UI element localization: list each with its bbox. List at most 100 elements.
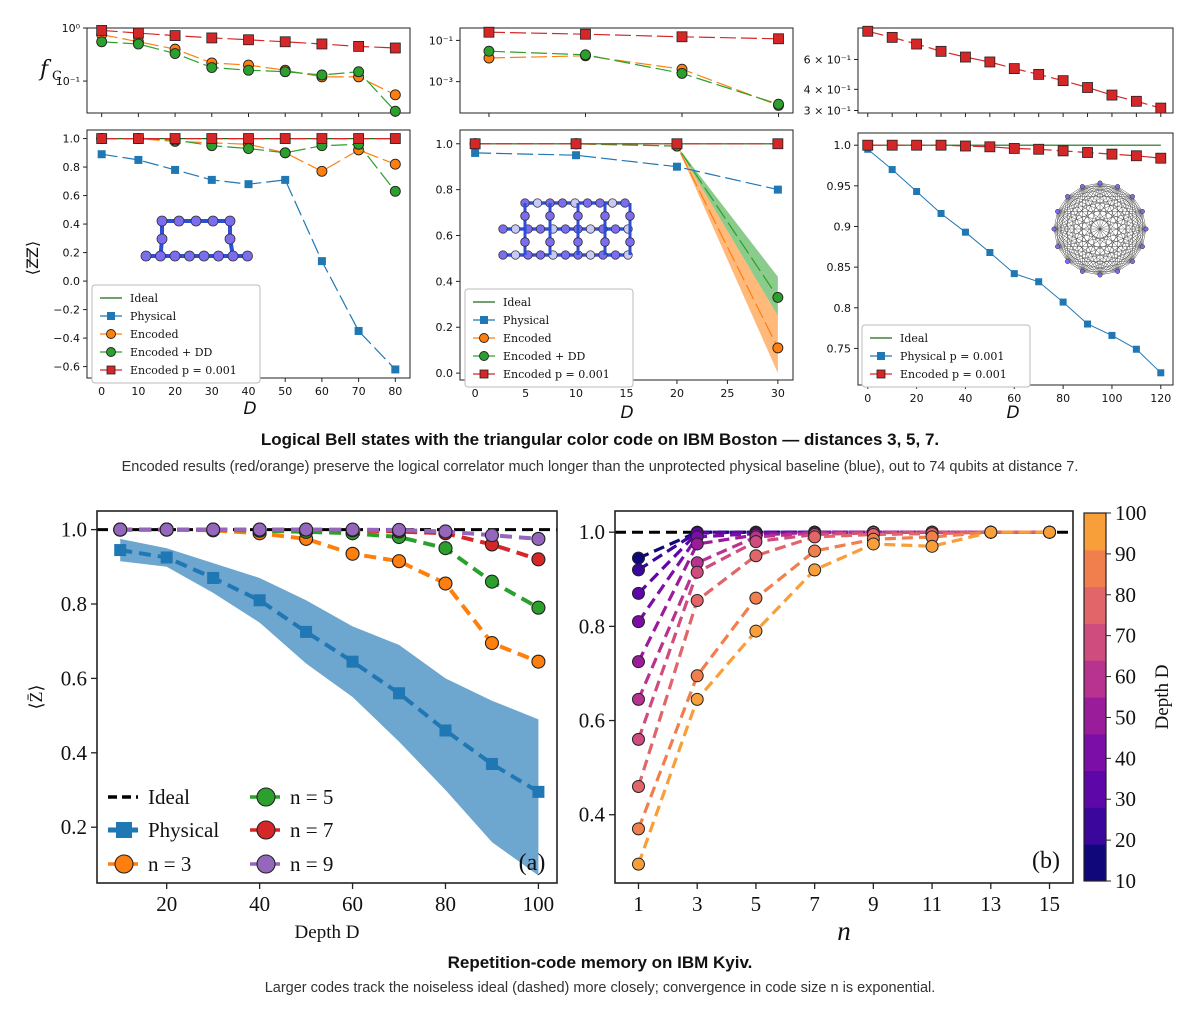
data-point (1132, 345, 1140, 353)
series-line (636, 530, 1050, 865)
data-point (984, 56, 996, 68)
lattice-qubit (535, 250, 546, 260)
panel-d5_fc: 10⁻¹ 10⁻³ (429, 26, 794, 117)
lattice-qubit (620, 198, 630, 208)
y-tick-label: −0.2 (53, 304, 80, 317)
data-point (300, 625, 313, 638)
legend-marker (106, 347, 116, 357)
legend-marker (479, 369, 489, 379)
graph-edge (1057, 211, 1068, 262)
x-tick-label: 40 (249, 892, 270, 916)
data-point (159, 522, 174, 537)
graph-edge (1067, 196, 1147, 230)
lattice-qubit (224, 233, 236, 245)
data-point (132, 133, 144, 144)
data-point (1035, 278, 1043, 286)
data-point (862, 139, 874, 151)
data-point (207, 571, 220, 584)
data-point (316, 165, 328, 177)
data-point (160, 551, 173, 564)
data-point (1084, 320, 1092, 328)
lattice-qubit (498, 250, 508, 260)
lattice-qubit (184, 250, 195, 262)
colorbar-tick-label: 80 (1115, 583, 1136, 607)
graph-node (1097, 180, 1103, 186)
x-tick-label: 30 (205, 385, 219, 398)
data-point (631, 655, 645, 669)
legend-label: Encoded p = 0.001 (503, 368, 610, 381)
graph-edge (1082, 271, 1101, 276)
data-point (1008, 63, 1020, 75)
data-point (316, 69, 328, 81)
x-tick-label: 10 (569, 387, 583, 400)
x-tick-label: 0 (864, 392, 871, 405)
series-line (637, 530, 1050, 830)
y-tick-label: 0.8 (63, 161, 81, 174)
data-point (169, 48, 181, 59)
y-tick-label: 0.6 (63, 190, 81, 203)
data-point (207, 175, 216, 184)
graph-edge (1053, 211, 1058, 230)
data-point (279, 133, 291, 144)
legend-box (861, 324, 1031, 388)
legend-label: Encoded p = 0.001 (900, 368, 1007, 381)
y-tick-label: −0.4 (53, 332, 80, 345)
data-point (690, 565, 704, 579)
lattice-qubit (610, 250, 621, 260)
series-line (488, 50, 779, 105)
panel-d7_zz: 1.0 0.95 0.9 0.85 0.8 0.75 0 20 40 60 80 100 120 D Ide… (827, 132, 1174, 423)
colorbar-swatch (1084, 586, 1106, 624)
data-point (749, 591, 763, 605)
data-point (279, 66, 291, 78)
legend-label: Encoded + DD (130, 346, 213, 359)
data-point (1106, 89, 1118, 101)
graph-edge (1082, 182, 1101, 272)
x-tick-label: 80 (388, 385, 402, 398)
y-tick-label: 10⁻¹ (429, 34, 453, 47)
legend-marker (106, 329, 116, 339)
y-tick-label: 0.4 (436, 275, 454, 288)
y-tick-label: 0.4 (579, 803, 606, 827)
data-point (1106, 148, 1118, 160)
x-tick-label: 15 (1039, 892, 1060, 916)
graph-edge (1082, 186, 1101, 276)
x-tick-label: 20 (910, 392, 924, 405)
lattice-qubit (532, 198, 543, 208)
colorbar-swatch (1084, 844, 1106, 882)
data-point (206, 32, 218, 44)
legend-label: Encoded p = 0.001 (130, 364, 237, 377)
graph-edge (1132, 196, 1143, 247)
data-point (389, 185, 401, 197)
data-point (911, 38, 923, 50)
legend-label: Encoded (130, 328, 179, 341)
data-point (132, 38, 144, 50)
data-point (1057, 145, 1069, 157)
legend-label: Ideal (900, 332, 928, 345)
y-tick-label: −0.6 (53, 361, 80, 374)
series-line (637, 530, 1050, 623)
data-point (96, 36, 108, 48)
data-point (243, 133, 254, 144)
x-tick-label: 20 (156, 892, 177, 916)
y-tick-label: 0.2 (436, 321, 454, 334)
graph-edge (1053, 228, 1083, 272)
panel-kyiv-a: 1.0 0.8 0.6 0.4 0.2 20 40 60 80 100 Depth D ⟨Z̄⟩ (a)… (26, 510, 558, 943)
data-point (316, 38, 328, 50)
data-point (439, 724, 452, 737)
lattice-qubit (625, 237, 635, 247)
x-tick-label: 7 (809, 892, 820, 916)
x-tick-label: 60 (1007, 392, 1021, 405)
x-tick-label: 5 (751, 892, 762, 916)
lattice-qubit (198, 250, 210, 262)
graph-edge (1057, 196, 1068, 212)
colorbar-tick-label: 30 (1115, 787, 1136, 811)
plot-frame (96, 510, 558, 884)
y-tick-label: 0.8 (579, 614, 605, 638)
data-point (485, 757, 498, 770)
data-point (1057, 75, 1069, 87)
y-tick-label: 0.95 (827, 180, 852, 193)
x-axis-label: D (1006, 403, 1019, 423)
graph-edge (1067, 186, 1083, 197)
graph-edge (1082, 182, 1101, 187)
data-point (808, 530, 822, 544)
